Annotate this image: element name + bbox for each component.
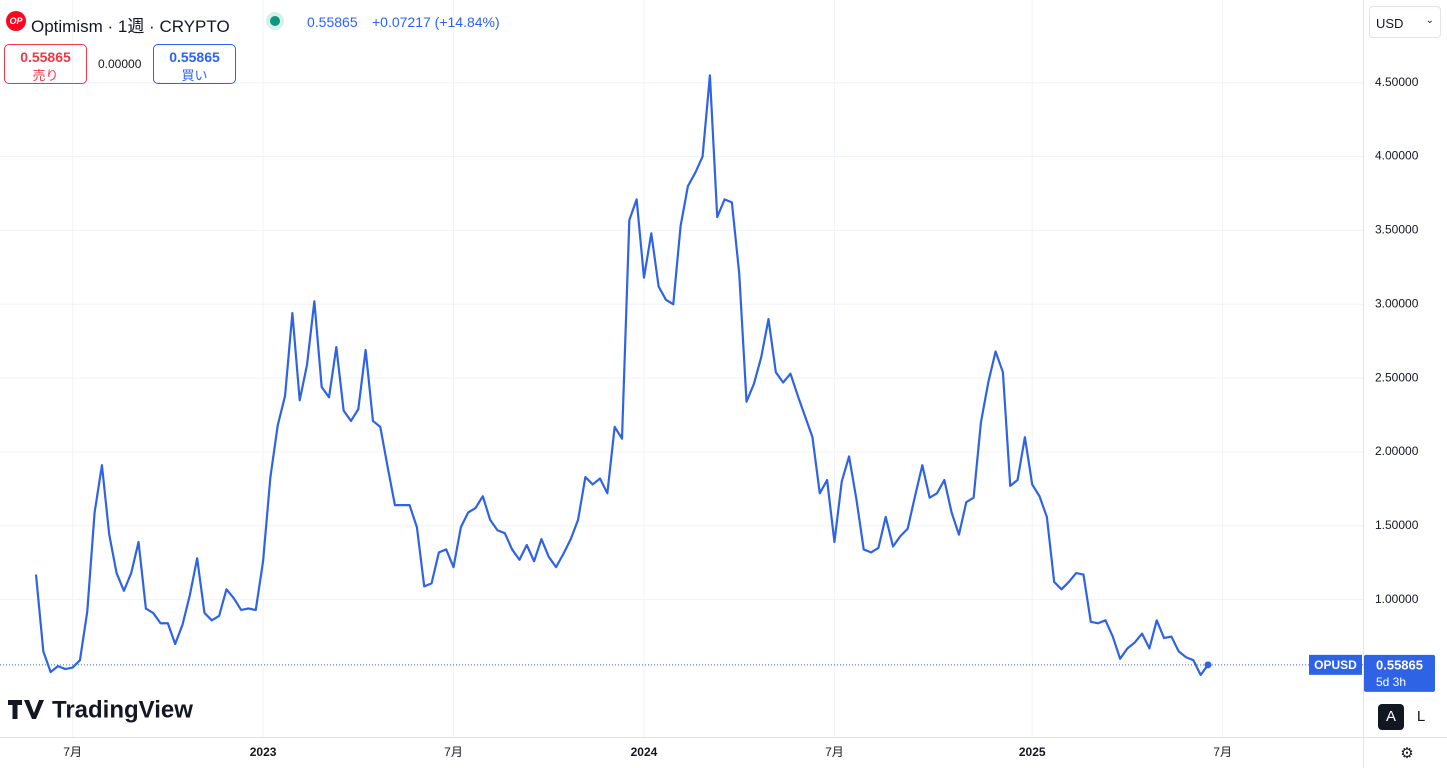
buy-label: 買い xyxy=(181,68,208,83)
symbol-title[interactable]: Optimism · 1週 · CRYPTO xyxy=(31,17,230,36)
x-tick-label: 7月 xyxy=(63,745,82,759)
tradingview-logo: TradingView xyxy=(8,696,193,723)
x-tick-label: 2024 xyxy=(631,745,658,759)
sell-label: 売り xyxy=(32,68,59,83)
countdown-label: 5d 3h xyxy=(1376,675,1406,689)
buy-price: 0.55865 xyxy=(169,49,220,65)
price-tag xyxy=(1364,654,1435,692)
y-tick-label: 3.00000 xyxy=(1375,296,1419,310)
y-tick-label: 4.00000 xyxy=(1375,149,1419,163)
brand: TradingView xyxy=(52,696,193,723)
log-scale-button[interactable]: L xyxy=(1416,708,1426,725)
y-tick-label: 2.50000 xyxy=(1375,370,1419,384)
currency-select[interactable]: USD ⌄ xyxy=(1369,6,1441,38)
y-tick-label: 1.50000 xyxy=(1375,518,1419,532)
symbol-tag-label: OPUSD xyxy=(1314,658,1357,672)
overlay: 7月 2023 7月 2024 7月 2025 7月 1.00000 1.50000 2.0000… xyxy=(0,74,1435,759)
symbol-tag xyxy=(1309,654,1362,675)
y-tick-label: 4.50000 xyxy=(1375,75,1419,89)
settings-button[interactable]: ⚙ xyxy=(1400,745,1414,762)
buy-button[interactable]: 0.55865 買い xyxy=(153,44,236,84)
market-status xyxy=(270,16,280,26)
x-tick-label: 2023 xyxy=(250,745,277,759)
x-tick-label: 7月 xyxy=(1213,745,1232,759)
last-price: 0.55865 xyxy=(307,14,358,30)
x-tick-label: 2025 xyxy=(1019,745,1046,759)
auto-scale-button[interactable]: A xyxy=(1378,704,1404,730)
price-tag-label: 0.55865 xyxy=(1376,657,1423,672)
sell-button[interactable]: 0.55865 売り xyxy=(4,44,87,84)
x-tick-label: 7月 xyxy=(825,745,844,759)
y-tick-label: 2.00000 xyxy=(1375,444,1419,458)
price-change: +0.07217 (+14.84%) xyxy=(372,14,500,30)
currency: USD xyxy=(1376,16,1404,31)
last-point xyxy=(1204,661,1212,669)
y-tick-label: 1.00000 xyxy=(1375,592,1419,606)
symbol-logo: OP xyxy=(6,11,26,31)
sell-price: 0.55865 xyxy=(20,49,71,65)
spread: 0.00000 xyxy=(98,57,142,71)
y-tick-label: 3.50000 xyxy=(1375,223,1419,237)
x-tick-label: 7月 xyxy=(444,745,463,759)
price-line xyxy=(34,74,1209,677)
